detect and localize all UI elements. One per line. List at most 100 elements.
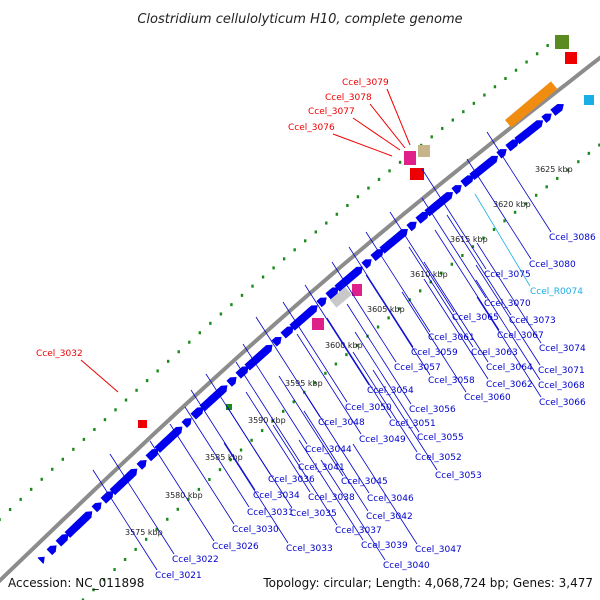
gc-dot-outer <box>8 507 12 511</box>
gc-dot-outer <box>525 60 528 64</box>
gene-arrow-shape <box>91 502 102 513</box>
gc-dot-outer <box>72 447 75 451</box>
gc-dot-outer <box>240 293 244 297</box>
leader-line <box>389 211 455 313</box>
gene-arrow-shape <box>325 287 339 300</box>
gc-dot-inner <box>250 438 253 442</box>
gene-label: Ccel_3055 <box>417 433 464 443</box>
gene-arrow-shape <box>550 104 564 116</box>
gc-dot-outer <box>82 437 86 441</box>
gc-dot-inner <box>545 185 548 189</box>
highlight-feature <box>565 52 577 64</box>
gene-label: Ccel_3046 <box>367 494 414 504</box>
gene-label: Ccel_3060 <box>464 393 511 403</box>
gene-arrow-shape <box>505 139 519 152</box>
gene-arrow <box>397 231 405 239</box>
gene-label: Ccel_3040 <box>383 561 430 571</box>
leader-line <box>296 333 362 435</box>
tick-label: 3615 kbp <box>450 235 488 244</box>
gc-dot-outer <box>29 487 33 491</box>
gc-dot-outer <box>472 101 476 105</box>
gene-arrow <box>37 556 45 564</box>
tick-label: 3575 kbp <box>125 528 163 537</box>
gc-dot-outer <box>356 195 360 199</box>
gene-arrow <box>226 377 237 387</box>
gene-label: Ccel_3061 <box>428 333 475 343</box>
gc-dot-inner <box>387 316 390 320</box>
gene-label: Ccel_3039 <box>361 541 408 551</box>
pink-feature <box>312 318 324 330</box>
gene-arrow-shape <box>226 377 237 387</box>
gc-dot-inner <box>577 160 580 164</box>
gene-features <box>37 35 594 564</box>
gene-arrow <box>55 533 69 547</box>
gene-arrow <box>406 221 417 232</box>
leader-line <box>352 117 401 151</box>
gene-label: Ccel_3034 <box>253 491 300 501</box>
gene-arrow-shape <box>235 366 249 379</box>
tick-label: 3625 kbp <box>535 165 573 174</box>
gene-label: Ccel_3086 <box>549 233 596 243</box>
gene-arrow-shape <box>370 249 384 262</box>
gc-dot-outer <box>493 85 497 89</box>
gene-arrow-shape <box>271 336 282 347</box>
gc-dot-inner <box>271 419 274 423</box>
gc-dot-inner <box>556 176 559 180</box>
tick-label: 3610 kbp <box>410 270 448 279</box>
gc-dot-inner <box>155 527 158 531</box>
gene-arrow <box>163 426 183 445</box>
gene-arrow <box>487 158 495 166</box>
gc-dot-outer <box>546 44 549 48</box>
gc-dot-outer <box>40 477 43 481</box>
gene-arrow-shape <box>316 297 327 308</box>
pink-feature <box>404 151 416 165</box>
highlight-gene-label: Ccel_3078 <box>325 93 372 103</box>
gene-label: Ccel_3037 <box>335 526 382 536</box>
gene-arrow-shape <box>451 185 462 195</box>
leader-line <box>365 231 431 333</box>
tan-feature <box>418 145 430 157</box>
gene-arrow-shape <box>406 221 417 232</box>
gc-dot-inner <box>81 598 85 600</box>
leader-line <box>304 284 370 386</box>
gene-arrow-shape <box>307 307 315 315</box>
gene-arrow <box>460 175 474 188</box>
gc-dot-inner <box>450 262 454 266</box>
gc-dot-outer <box>167 359 170 363</box>
gc-dot-outer <box>93 427 96 431</box>
gc-dot-outer <box>535 52 539 56</box>
gene-label: Ccel_3062 <box>486 380 533 390</box>
accession-text: Accession: NC_011898 <box>8 576 144 590</box>
gene-label: Ccel_3021 <box>155 571 202 581</box>
gene-arrow <box>523 120 544 138</box>
gc-dot-outer <box>441 126 444 130</box>
gc-dot-inner <box>197 487 201 491</box>
gene-arrow-shape <box>82 513 90 521</box>
leader-line <box>223 442 289 544</box>
gc-dot-outer <box>398 160 402 164</box>
leader-line <box>326 317 392 419</box>
highlight-gene-label: Ccel_3077 <box>308 107 355 117</box>
gc-dot-outer <box>177 350 180 354</box>
leader-line <box>331 261 397 363</box>
gc-dot-outer <box>124 398 128 402</box>
gene-arrow-shape <box>208 385 228 404</box>
gc-dot-outer <box>209 321 212 325</box>
leader-line <box>346 303 412 405</box>
gene-arrow <box>271 336 282 347</box>
leader-line <box>242 343 308 445</box>
gc-dot-outer <box>51 467 54 471</box>
leader-line <box>372 369 438 471</box>
gene-arrow-shape <box>478 155 499 173</box>
gene-arrow <box>550 104 564 116</box>
gc-dot-inner <box>166 517 169 521</box>
gc-dot-inner <box>429 280 432 284</box>
gc-dot-inner <box>187 497 190 501</box>
leader-line <box>354 331 420 433</box>
gene-arrow <box>145 448 159 462</box>
gc-dot-outer <box>504 76 507 80</box>
gene-arrow-shape <box>163 426 183 445</box>
leader-line <box>401 291 467 393</box>
gc-dot-inner <box>397 307 401 311</box>
gc-dot-inner <box>524 202 527 206</box>
